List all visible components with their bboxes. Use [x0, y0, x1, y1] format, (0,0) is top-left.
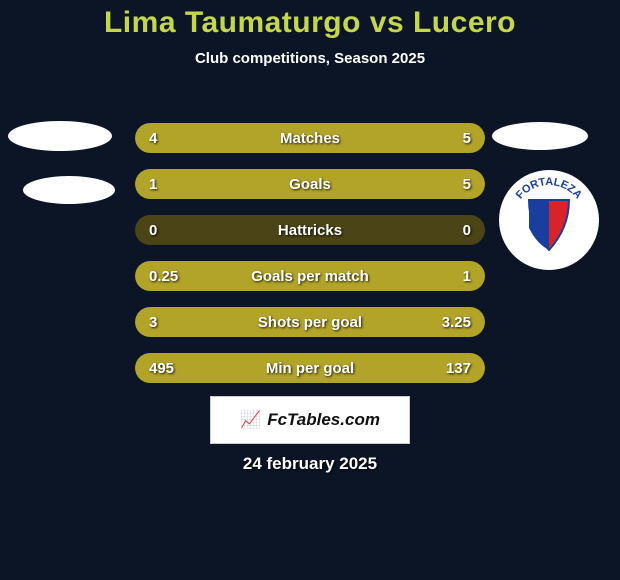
stat-row-goals: 1 Goals 5: [135, 169, 485, 199]
left-player-placeholder-2: [23, 176, 115, 204]
stat-label: Min per goal: [266, 360, 354, 377]
subtitle: Club competitions, Season 2025: [0, 50, 620, 67]
attribution-box: 📈 FcTables.com: [210, 396, 410, 444]
stat-value-right: 5: [463, 130, 471, 147]
stat-value-left: 3: [149, 314, 157, 331]
stat-fill-left: [135, 169, 195, 199]
stat-label: Hattricks: [278, 222, 342, 239]
club-badge-fortaleza: FORTALEZA: [499, 170, 599, 270]
stat-fill-left: [135, 123, 289, 153]
stat-value-left: 0: [149, 222, 157, 239]
stat-label: Shots per goal: [258, 314, 362, 331]
stat-row-matches: 4 Matches 5: [135, 123, 485, 153]
stat-value-left: 4: [149, 130, 157, 147]
page-title: Lima Taumaturgo vs Lucero: [0, 0, 620, 40]
stat-value-left: 0.25: [149, 268, 178, 285]
right-player-placeholder-1: [492, 122, 588, 150]
left-player-placeholder-1: [8, 121, 112, 151]
attribution-text: FcTables.com: [267, 410, 380, 430]
stat-value-left: 1: [149, 176, 157, 193]
stat-label: Matches: [280, 130, 340, 147]
chart-icon: 📈: [240, 410, 261, 430]
stat-label: Goals per match: [251, 268, 369, 285]
stat-value-right: 0: [463, 222, 471, 239]
stat-value-left: 495: [149, 360, 174, 377]
club-badge-svg: FORTALEZA: [499, 170, 599, 270]
date-text: 24 february 2025: [0, 454, 620, 474]
stat-label: Goals: [289, 176, 331, 193]
stat-value-right: 137: [446, 360, 471, 377]
stat-row-goals-per-match: 0.25 Goals per match 1: [135, 261, 485, 291]
stat-row-min-per-goal: 495 Min per goal 137: [135, 353, 485, 383]
stat-value-right: 1: [463, 268, 471, 285]
stat-row-hattricks: 0 Hattricks 0: [135, 215, 485, 245]
comparison-bars: 4 Matches 5 1 Goals 5 0 Hattricks 0 0.25 Goals per…: [135, 123, 485, 399]
stat-fill-right: [195, 169, 486, 199]
stat-value-right: 3.25: [442, 314, 471, 331]
stat-value-right: 5: [463, 176, 471, 193]
stat-row-shots-per-goal: 3 Shots per goal 3.25: [135, 307, 485, 337]
